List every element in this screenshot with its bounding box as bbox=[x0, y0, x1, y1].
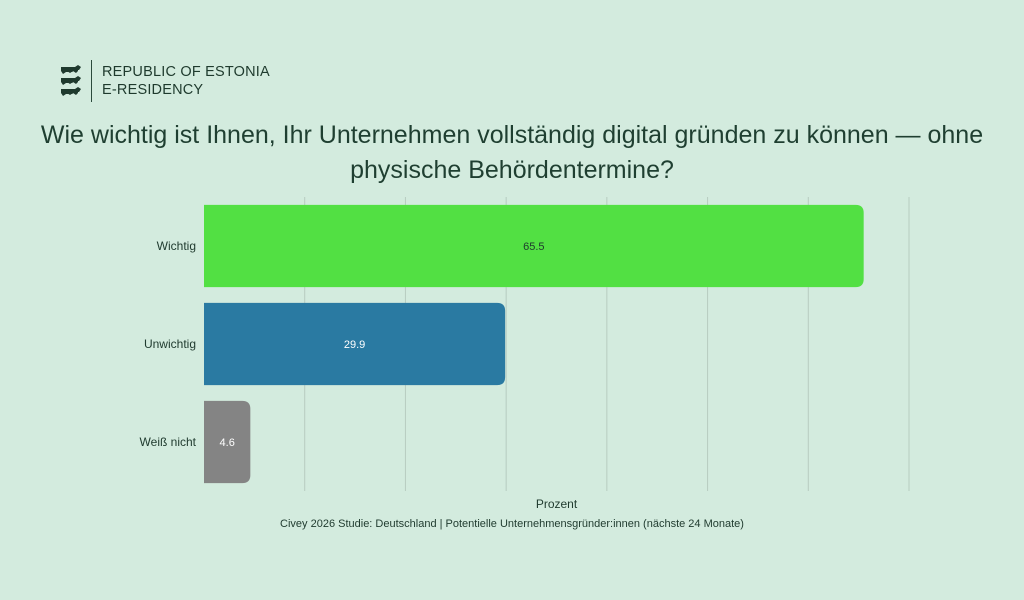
category-label: Wichtig bbox=[157, 239, 196, 253]
chart-title: Wie wichtig ist Ihnen, Ihr Unternehmen v… bbox=[40, 121, 984, 184]
value-label: 65.5 bbox=[523, 241, 544, 253]
estonian-lions-crest-icon bbox=[61, 65, 81, 96]
brand-line-2: E-RESIDENCY bbox=[102, 82, 204, 98]
bar bbox=[204, 400, 251, 484]
brand-line-1: REPUBLIC OF ESTONIA bbox=[102, 64, 270, 80]
bar bbox=[204, 204, 864, 288]
source-note: Civey 2026 Studie: Deutschland | Potenti… bbox=[280, 518, 744, 530]
brand-text: REPUBLIC OF ESTONIA E-RESIDENCY bbox=[102, 63, 270, 99]
value-label: 4.6 bbox=[220, 437, 235, 449]
category-label: Unwichtig bbox=[144, 337, 196, 351]
logo-divider bbox=[91, 60, 92, 102]
category-label: Weiß nicht bbox=[140, 435, 197, 449]
x-axis-title: Prozent bbox=[536, 497, 578, 511]
brand-logo: REPUBLIC OF ESTONIA E-RESIDENCY bbox=[60, 60, 270, 102]
bar bbox=[204, 302, 506, 386]
value-label: 29.9 bbox=[344, 339, 365, 351]
